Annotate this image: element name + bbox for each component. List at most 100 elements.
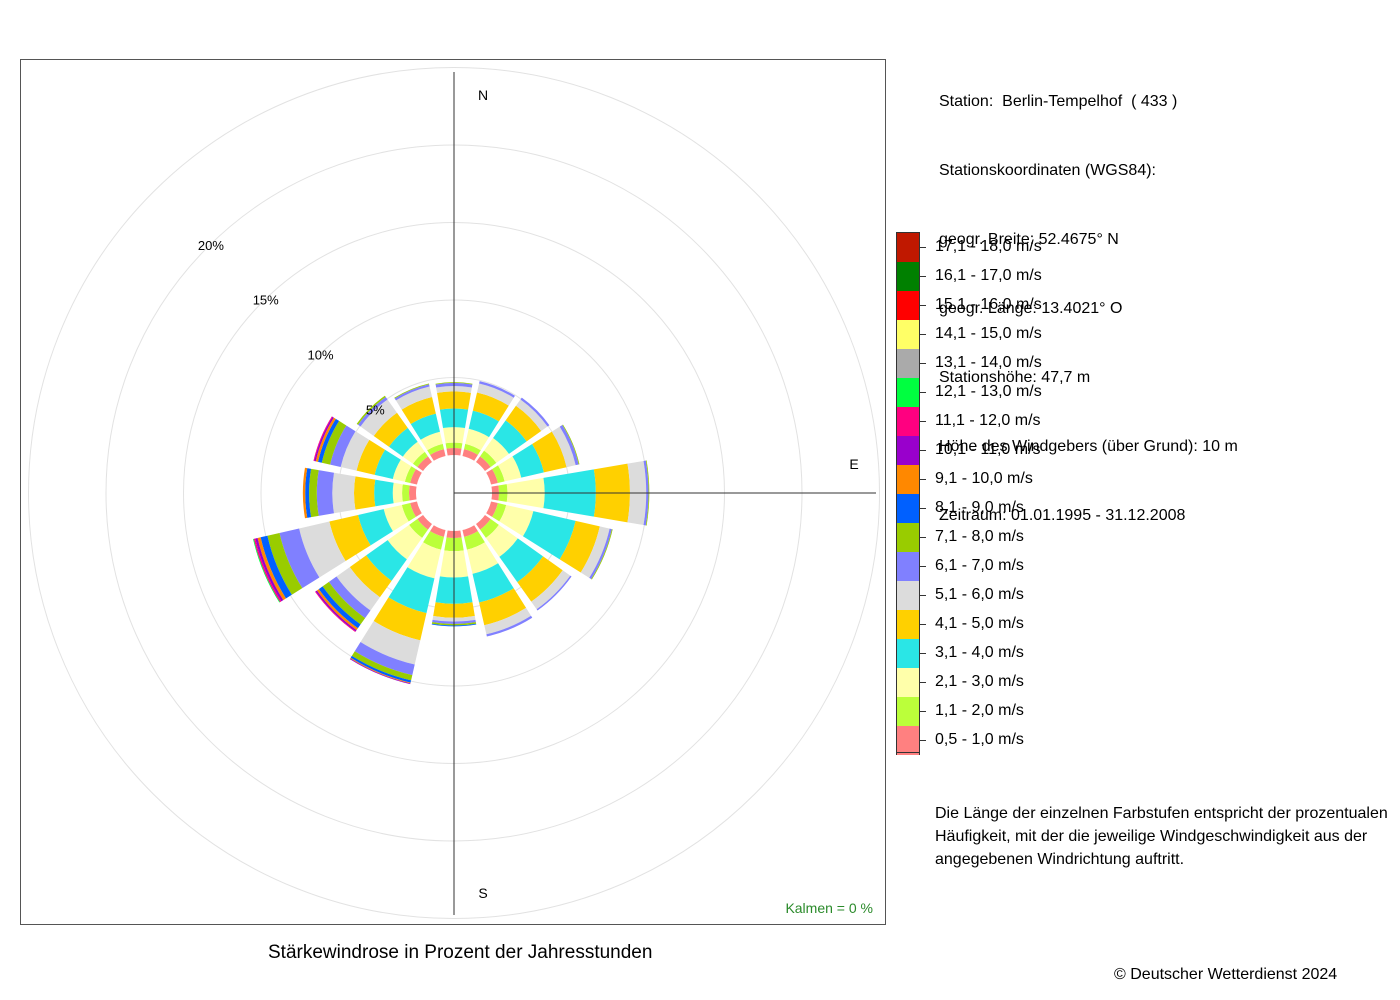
radial-tick-label-20: 20%: [198, 238, 224, 253]
segment-NE-5: [515, 399, 548, 432]
segment-SSW-8: [350, 655, 412, 683]
segment-W-1: [402, 484, 410, 502]
station-name: Station: Berlin-Tempelhof ( 433 ): [939, 93, 1178, 110]
segment-SE-0: [476, 515, 491, 530]
segment-SW-7: [322, 581, 366, 625]
legend-tick: [920, 334, 926, 335]
segment-NW-1: [412, 451, 428, 467]
segment-ESE-3: [522, 511, 576, 560]
segment-SSE-6: [486, 615, 533, 637]
direction-label-S: S: [478, 885, 487, 901]
station-longitude: geogr. Länge: 13.4021° O: [939, 300, 1123, 317]
segment-SSW-3: [388, 567, 435, 614]
segment-SSE-4: [479, 588, 527, 626]
legend-entry: 17,1 - 18,0 m/s: [896, 233, 1096, 262]
segment-NNE-6: [479, 381, 515, 398]
station-coordinates-heading: Stationskoordinaten (WGS84):: [939, 162, 1156, 179]
segment-SSW-6: [354, 642, 415, 676]
legend-entry: 14,1 - 15,0 m/s: [896, 320, 1096, 349]
legend-tick: [920, 305, 926, 306]
segment-NNW-0: [430, 449, 446, 461]
radial-tick-label-5: 5%: [366, 402, 385, 417]
sector-NE: [476, 397, 550, 471]
legend-tick: [920, 595, 926, 596]
segment-NW-3: [388, 427, 418, 457]
legend-swatch: [896, 233, 920, 262]
legend-tick: [920, 247, 926, 248]
note-line-1: Die Länge der einzelnen Farbstufen entsp…: [935, 805, 1388, 822]
segment-SW-0: [417, 515, 432, 530]
segment-SSW-5: [360, 621, 421, 665]
legend-swatch: [896, 349, 920, 378]
sector-ESE: [486, 501, 613, 580]
segment-NNW-7: [394, 383, 430, 399]
legend-entry: 6,1 - 7,0 m/s: [896, 552, 1096, 581]
station-latitude: geogr. Breite: 52.4675° N: [939, 231, 1119, 248]
segment-WSW-3: [358, 509, 393, 546]
segment-NNW-5: [395, 386, 433, 410]
legend-swatch: [896, 523, 920, 552]
legend-swatch: [896, 697, 920, 726]
legend-entry: 3,1 - 4,0 m/s: [896, 639, 1096, 668]
segment-NE-4: [505, 405, 542, 442]
segment-W-3: [374, 479, 394, 507]
sector-SSE: [462, 525, 533, 637]
segment-WSW-7: [267, 532, 303, 595]
segment-NE-0: [476, 456, 491, 471]
segment-NE-1: [480, 450, 497, 467]
segment-E-6: [643, 460, 649, 526]
segment-W-5: [332, 472, 356, 514]
legend-label: 16,1 - 17,0 m/s: [935, 267, 1042, 284]
segment-SW-5: [336, 567, 380, 611]
legend-entry: 10,1 - 11,0 m/s: [896, 436, 1096, 465]
legend-tick: [920, 363, 926, 364]
segment-ESE-4: [559, 520, 600, 573]
segment-NNE-2: [465, 428, 490, 451]
segment-WSW-8: [260, 535, 292, 599]
legend-swatch: [896, 726, 920, 755]
sector-ENE: [486, 424, 580, 485]
segment-WSW-10: [255, 537, 284, 602]
segment-WNW-3: [374, 449, 401, 479]
segment-ENE-4: [532, 431, 567, 473]
segment-WNW-5: [340, 431, 370, 471]
explanation-note: Die Länge der einzelnen Farbstufen entsp…: [935, 802, 1395, 871]
segment-WSW-1: [401, 503, 416, 522]
legend-label: 6,1 - 7,0 m/s: [935, 557, 1024, 574]
legend-entry: 8,1 - 9,0 m/s: [896, 494, 1096, 523]
segment-W-7: [309, 468, 319, 518]
legend-tick: [920, 566, 926, 567]
segment-ESE-2: [499, 504, 534, 537]
segment-NW-7: [356, 395, 386, 425]
segment-ENE-3: [512, 443, 544, 478]
segment-WSW-5: [299, 521, 346, 578]
copyright: © Deutscher Wetterdienst 2024: [1114, 966, 1338, 983]
legend-swatch: [896, 320, 920, 349]
legend-entry: 5,1 - 6,0 m/s: [896, 581, 1096, 610]
segment-NNW-4: [401, 397, 436, 425]
radial-tick-label-10: 10%: [308, 348, 334, 363]
segment-ESE-0: [486, 501, 498, 517]
segment-WNW-8: [318, 418, 340, 463]
legend-entry: 12,1 - 13,0 m/s: [896, 378, 1096, 407]
legend-entry: 0,5 - 1,0 m/s: [896, 726, 1096, 755]
calm-label: Kalmen = 0 %: [785, 900, 873, 916]
legend-label: 2,1 - 3,0 m/s: [935, 673, 1024, 690]
legend-label: 10,1 - 11,0 m/s: [935, 441, 1041, 458]
legend-entry: 13,1 - 14,0 m/s: [896, 349, 1096, 378]
legend-swatch: [896, 465, 920, 494]
segment-N-7: [435, 382, 473, 385]
segment-W-0: [409, 485, 417, 501]
segment-NE-3: [493, 420, 527, 454]
segment-SSW-2: [407, 542, 442, 579]
legend-tick: [920, 421, 926, 422]
segment-ESE-5: [580, 526, 610, 578]
legend-tick: [920, 537, 926, 538]
segment-NW-5: [360, 399, 397, 436]
legend-swatch: [896, 610, 920, 639]
segment-SSE-2: [466, 542, 499, 574]
sector-NNE: [462, 381, 515, 461]
segment-SSE-0: [462, 525, 478, 537]
legend-swatch: [896, 378, 920, 407]
segment-ENE-0: [486, 469, 498, 485]
